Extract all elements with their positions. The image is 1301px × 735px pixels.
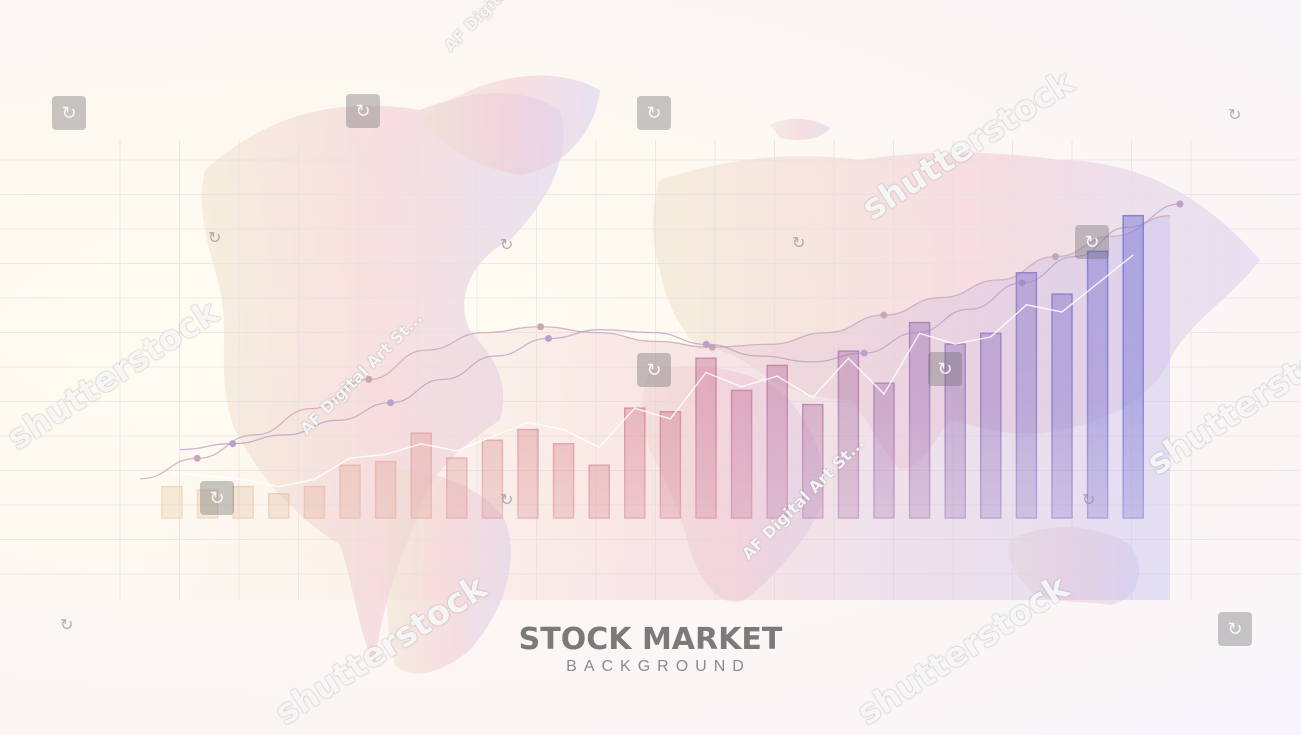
watermark-dot-icon: ↻ xyxy=(1228,107,1242,124)
chart-bar xyxy=(1122,214,1144,519)
curve-point xyxy=(229,440,237,448)
curve-point xyxy=(1052,253,1060,261)
curve-point xyxy=(702,340,710,348)
curve-point xyxy=(880,311,888,319)
trend-line xyxy=(171,254,1134,488)
chart-bar xyxy=(481,439,504,519)
chart-bar xyxy=(659,411,682,519)
curve-point xyxy=(544,334,552,342)
watermark-logo-icon: ↻ xyxy=(1218,612,1252,646)
chart-bar xyxy=(303,485,326,519)
curve-point xyxy=(193,454,201,462)
chart-bar xyxy=(1015,271,1038,519)
chart-bar xyxy=(730,389,753,519)
chart-bar xyxy=(552,443,575,519)
chart-bar xyxy=(410,432,432,519)
chart-bar xyxy=(802,403,824,519)
curve-point xyxy=(1176,200,1184,208)
chart-bar xyxy=(1051,293,1073,519)
chart-bar xyxy=(873,382,895,519)
chart-bar xyxy=(232,485,254,519)
chart-bar xyxy=(196,489,219,519)
chart-bar xyxy=(624,407,646,519)
watermark-dot-icon: ↻ xyxy=(60,617,74,634)
curve-point xyxy=(365,375,373,383)
trend-curve xyxy=(139,215,1171,480)
bar-series xyxy=(161,214,1144,519)
curve-point xyxy=(860,349,868,357)
curve-point xyxy=(537,323,545,331)
watermark-dot-icon: ↻ xyxy=(500,492,514,509)
watermark-logo-icon: ↻ xyxy=(637,353,671,387)
watermark-dot-icon: ↻ xyxy=(1082,492,1096,509)
chart-bar xyxy=(980,332,1002,519)
watermark-logo-icon: ↻ xyxy=(52,96,86,130)
watermark-dot-icon: ↻ xyxy=(208,230,222,247)
chart-bar xyxy=(374,460,397,519)
chart-bar xyxy=(588,464,610,519)
watermark-dot-icon: ↻ xyxy=(792,235,806,252)
chart-bar xyxy=(1086,250,1109,519)
chart-bar xyxy=(517,428,539,519)
chart-bar xyxy=(837,350,860,519)
chart-bar xyxy=(766,364,788,519)
watermark-logo-icon: ↻ xyxy=(346,94,380,128)
chart-bar xyxy=(339,464,361,519)
chart-bar xyxy=(446,457,468,519)
chart-bar xyxy=(908,321,931,519)
watermark-logo-icon: ↻ xyxy=(637,96,671,130)
watermark-dot-icon: ↻ xyxy=(500,237,514,254)
watermark-logo-icon: ↻ xyxy=(200,481,234,515)
curve-point xyxy=(708,343,716,351)
watermark-logo-icon: ↻ xyxy=(1075,225,1109,259)
chart-bar xyxy=(695,357,717,519)
page-subtitle: BACKGROUND xyxy=(566,658,751,675)
watermark-logo-icon: ↻ xyxy=(928,352,962,386)
chart-bar xyxy=(161,485,183,519)
curve-point xyxy=(387,399,395,407)
page-title: STOCK MARKET xyxy=(518,622,783,657)
chart-bar xyxy=(268,492,290,519)
